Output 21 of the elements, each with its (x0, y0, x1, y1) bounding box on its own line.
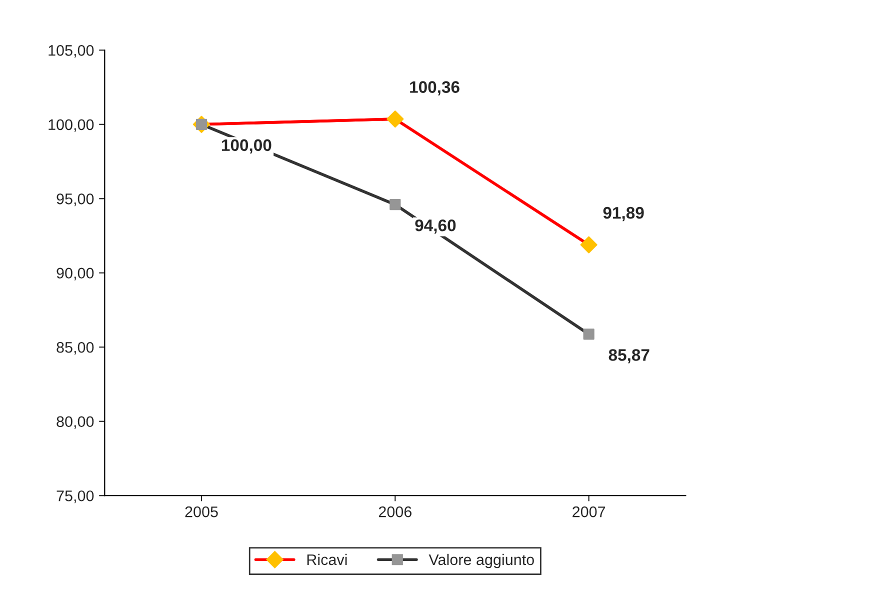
point (580, 236, 598, 254)
y-tick-label: 105,00 (48, 45, 94, 58)
legend-label: Ricavi (307, 554, 347, 566)
y-tick-label: 75,00 (56, 490, 94, 504)
data-label: 94,60 (415, 219, 456, 234)
point (386, 110, 404, 128)
point (583, 328, 594, 340)
data-label: 85,87 (608, 349, 650, 364)
y-tick-label: 85,00 (56, 342, 94, 355)
legend-label: Valore aggiunto (428, 554, 534, 568)
y-tick-label: 80,00 (56, 416, 94, 429)
x-tick-label: 2005 (185, 506, 218, 518)
y-tick-label: 100,00 (48, 119, 94, 132)
data-label: 100,36 (410, 81, 460, 96)
x-tick-label: 2006 (378, 506, 412, 518)
point (390, 199, 401, 210)
y-tick-label: 90,00 (56, 268, 94, 280)
x-tick-label: 2007 (572, 506, 606, 518)
data-label: 100,00 (222, 139, 272, 154)
y-tick-label: 95,00 (56, 194, 94, 206)
data-label: 91,89 (603, 206, 644, 222)
